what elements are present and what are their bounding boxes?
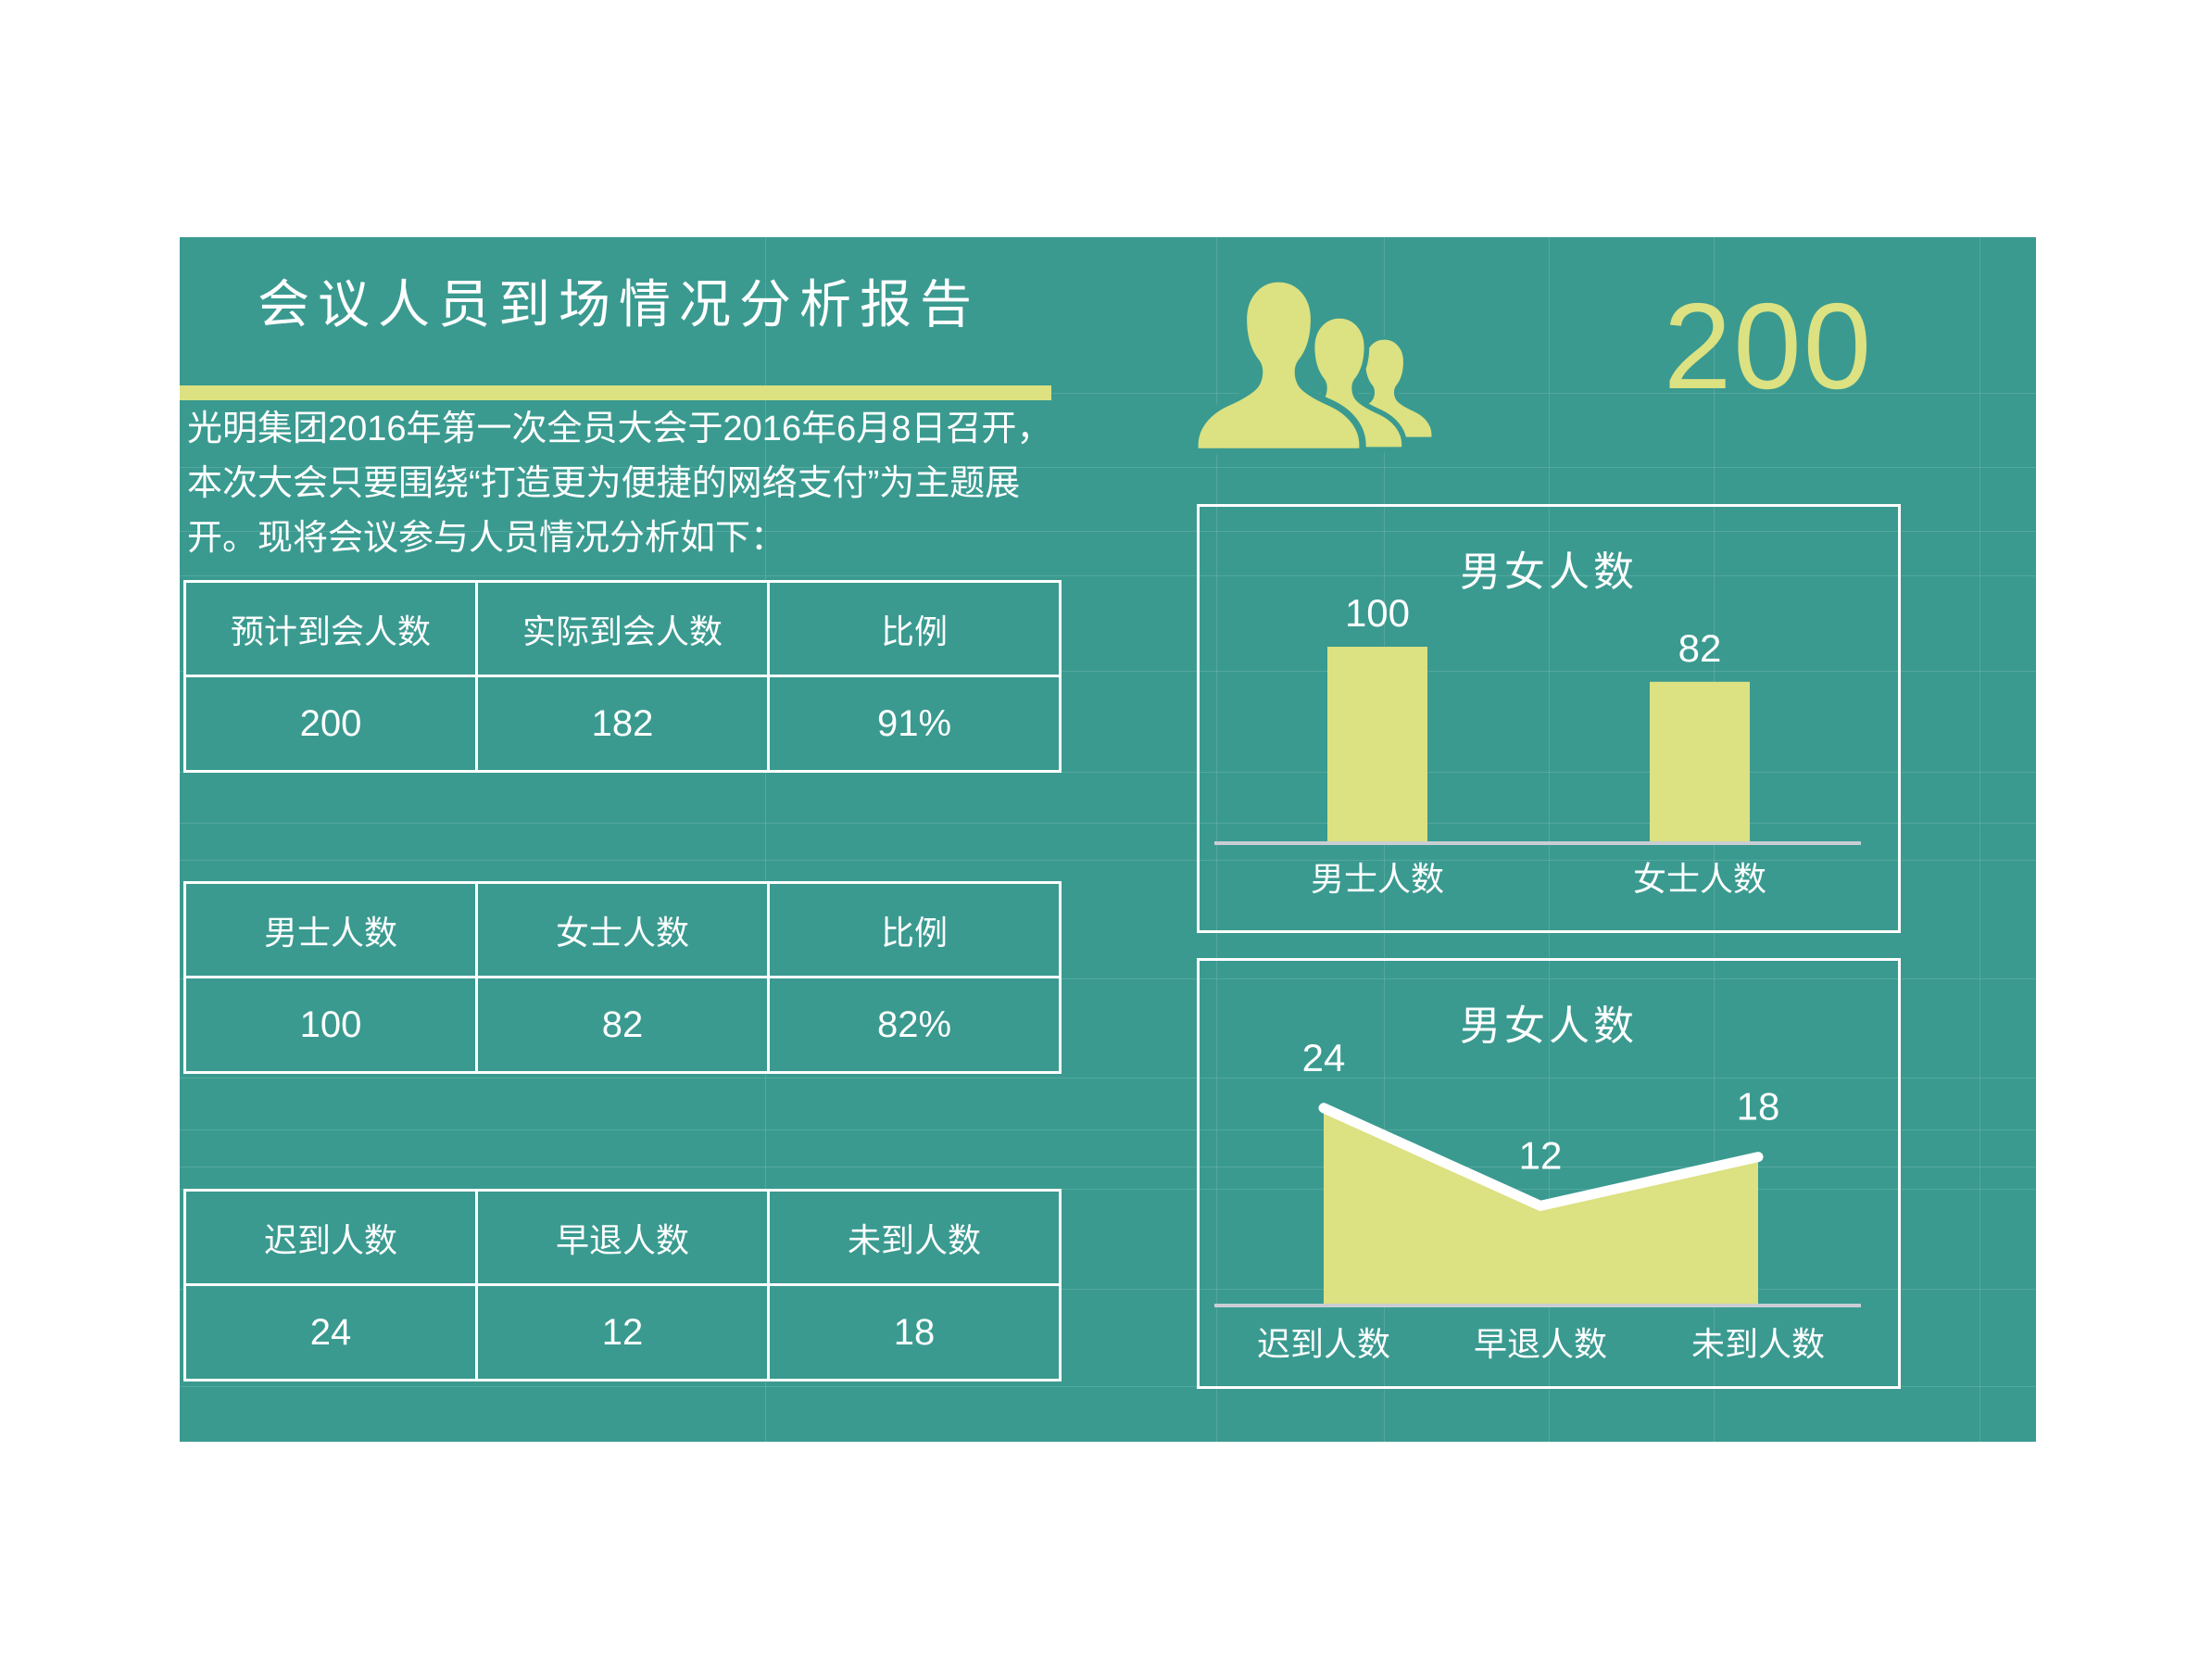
table-header-cell: 早退人数 — [478, 1192, 767, 1283]
table-value-cell: 200 — [186, 677, 475, 770]
table-header-cell: 男士人数 — [186, 884, 475, 976]
bar-category-label: 男士人数 — [1311, 860, 1444, 898]
bar-chart-panel: 100 男士人数 82 女士人数 男女人数 — [1197, 504, 1901, 933]
gridline — [1979, 237, 1980, 1442]
point-category-label: 早退人数 — [1474, 1325, 1607, 1363]
headline-count: 200 — [1663, 278, 1874, 414]
gridline — [180, 393, 2036, 394]
gridline — [180, 531, 2036, 532]
bar-category-label: 女士人数 — [1633, 860, 1766, 898]
gridline — [180, 823, 2036, 824]
table-header-cell: 女士人数 — [478, 884, 767, 976]
point-value-label: 12 — [1519, 1133, 1563, 1177]
table-expected-attendance: 预计到会人数 实际到会人数 比例 200 182 91% — [183, 580, 1062, 773]
title-underline — [180, 385, 1051, 400]
gridline — [180, 467, 2036, 468]
table-value-cell: 91% — [770, 677, 1059, 770]
x-axis-line — [1214, 841, 1861, 845]
chart-title: 男女人数 — [1460, 549, 1638, 595]
table-value-cell: 100 — [186, 978, 475, 1071]
bar-value-label: 82 — [1678, 626, 1722, 670]
table-late-leave-absent: 迟到人数 早退人数 未到人数 24 12 18 — [183, 1189, 1062, 1382]
gridline — [180, 1289, 2036, 1290]
table-value-cell: 18 — [770, 1286, 1059, 1379]
table-value-cell: 182 — [478, 677, 767, 770]
table-header-cell: 未到人数 — [770, 1192, 1059, 1283]
gridline — [180, 1078, 2036, 1079]
table-header-cell: 比例 — [770, 583, 1059, 675]
gridline — [180, 671, 2036, 672]
table-header-cell: 迟到人数 — [186, 1192, 475, 1283]
chart-title: 男女人数 — [1460, 1003, 1638, 1049]
gridline — [1216, 237, 1217, 1442]
area-chart: 24 迟到人数 12 早退人数 18 未到人数 — [1214, 1036, 1861, 1363]
gridline — [1549, 237, 1550, 1442]
bar — [1650, 681, 1750, 841]
point-value-label: 18 — [1737, 1085, 1780, 1129]
trend-line — [1318, 1103, 1764, 1211]
table-header-cell: 预计到会人数 — [186, 583, 475, 675]
table-value-cell: 82 — [478, 978, 767, 1071]
gridline — [180, 978, 2036, 979]
table-header-cell: 比例 — [770, 884, 1059, 976]
gridline — [180, 860, 2036, 861]
point-value-label: 24 — [1302, 1036, 1346, 1079]
page-title: 会议人员到场情况分析报告 — [258, 275, 980, 334]
bar — [1327, 647, 1427, 841]
gridline — [180, 1386, 2036, 1387]
point-category-label: 未到人数 — [1691, 1325, 1825, 1363]
gridline — [765, 237, 766, 1442]
table-gender-count: 男士人数 女士人数 比例 100 82 82% — [183, 881, 1062, 1074]
gridline — [180, 772, 2036, 773]
gridline — [180, 575, 2036, 576]
gridline — [180, 1129, 2036, 1130]
table-value-cell: 12 — [478, 1286, 767, 1379]
area-chart-panel: 24 迟到人数 12 早退人数 18 未到人数 男女人数 — [1197, 958, 1901, 1389]
intro-paragraph: 光明集团2016年第一次全员大会于2016年6月8日召开，本次大会只要围绕“打造… — [187, 410, 1052, 558]
bar-chart: 100 男士人数 82 女士人数 — [1214, 591, 1861, 898]
point-category-label: 迟到人数 — [1257, 1325, 1390, 1363]
x-axis-line — [1214, 1304, 1861, 1307]
bar-value-label: 100 — [1345, 591, 1410, 635]
people-group-icon — [1195, 279, 1435, 455]
report-panel: 会议人员到场情况分析报告 光明集团2016年第一次全员大会于2016年6月8日召… — [180, 237, 2036, 1442]
gridline — [180, 1189, 2036, 1190]
table-header-cell: 实际到会人数 — [478, 583, 767, 675]
table-value-cell: 24 — [186, 1286, 475, 1379]
person-silhouette-front — [1195, 279, 1366, 455]
table-value-cell: 82% — [770, 978, 1059, 1071]
